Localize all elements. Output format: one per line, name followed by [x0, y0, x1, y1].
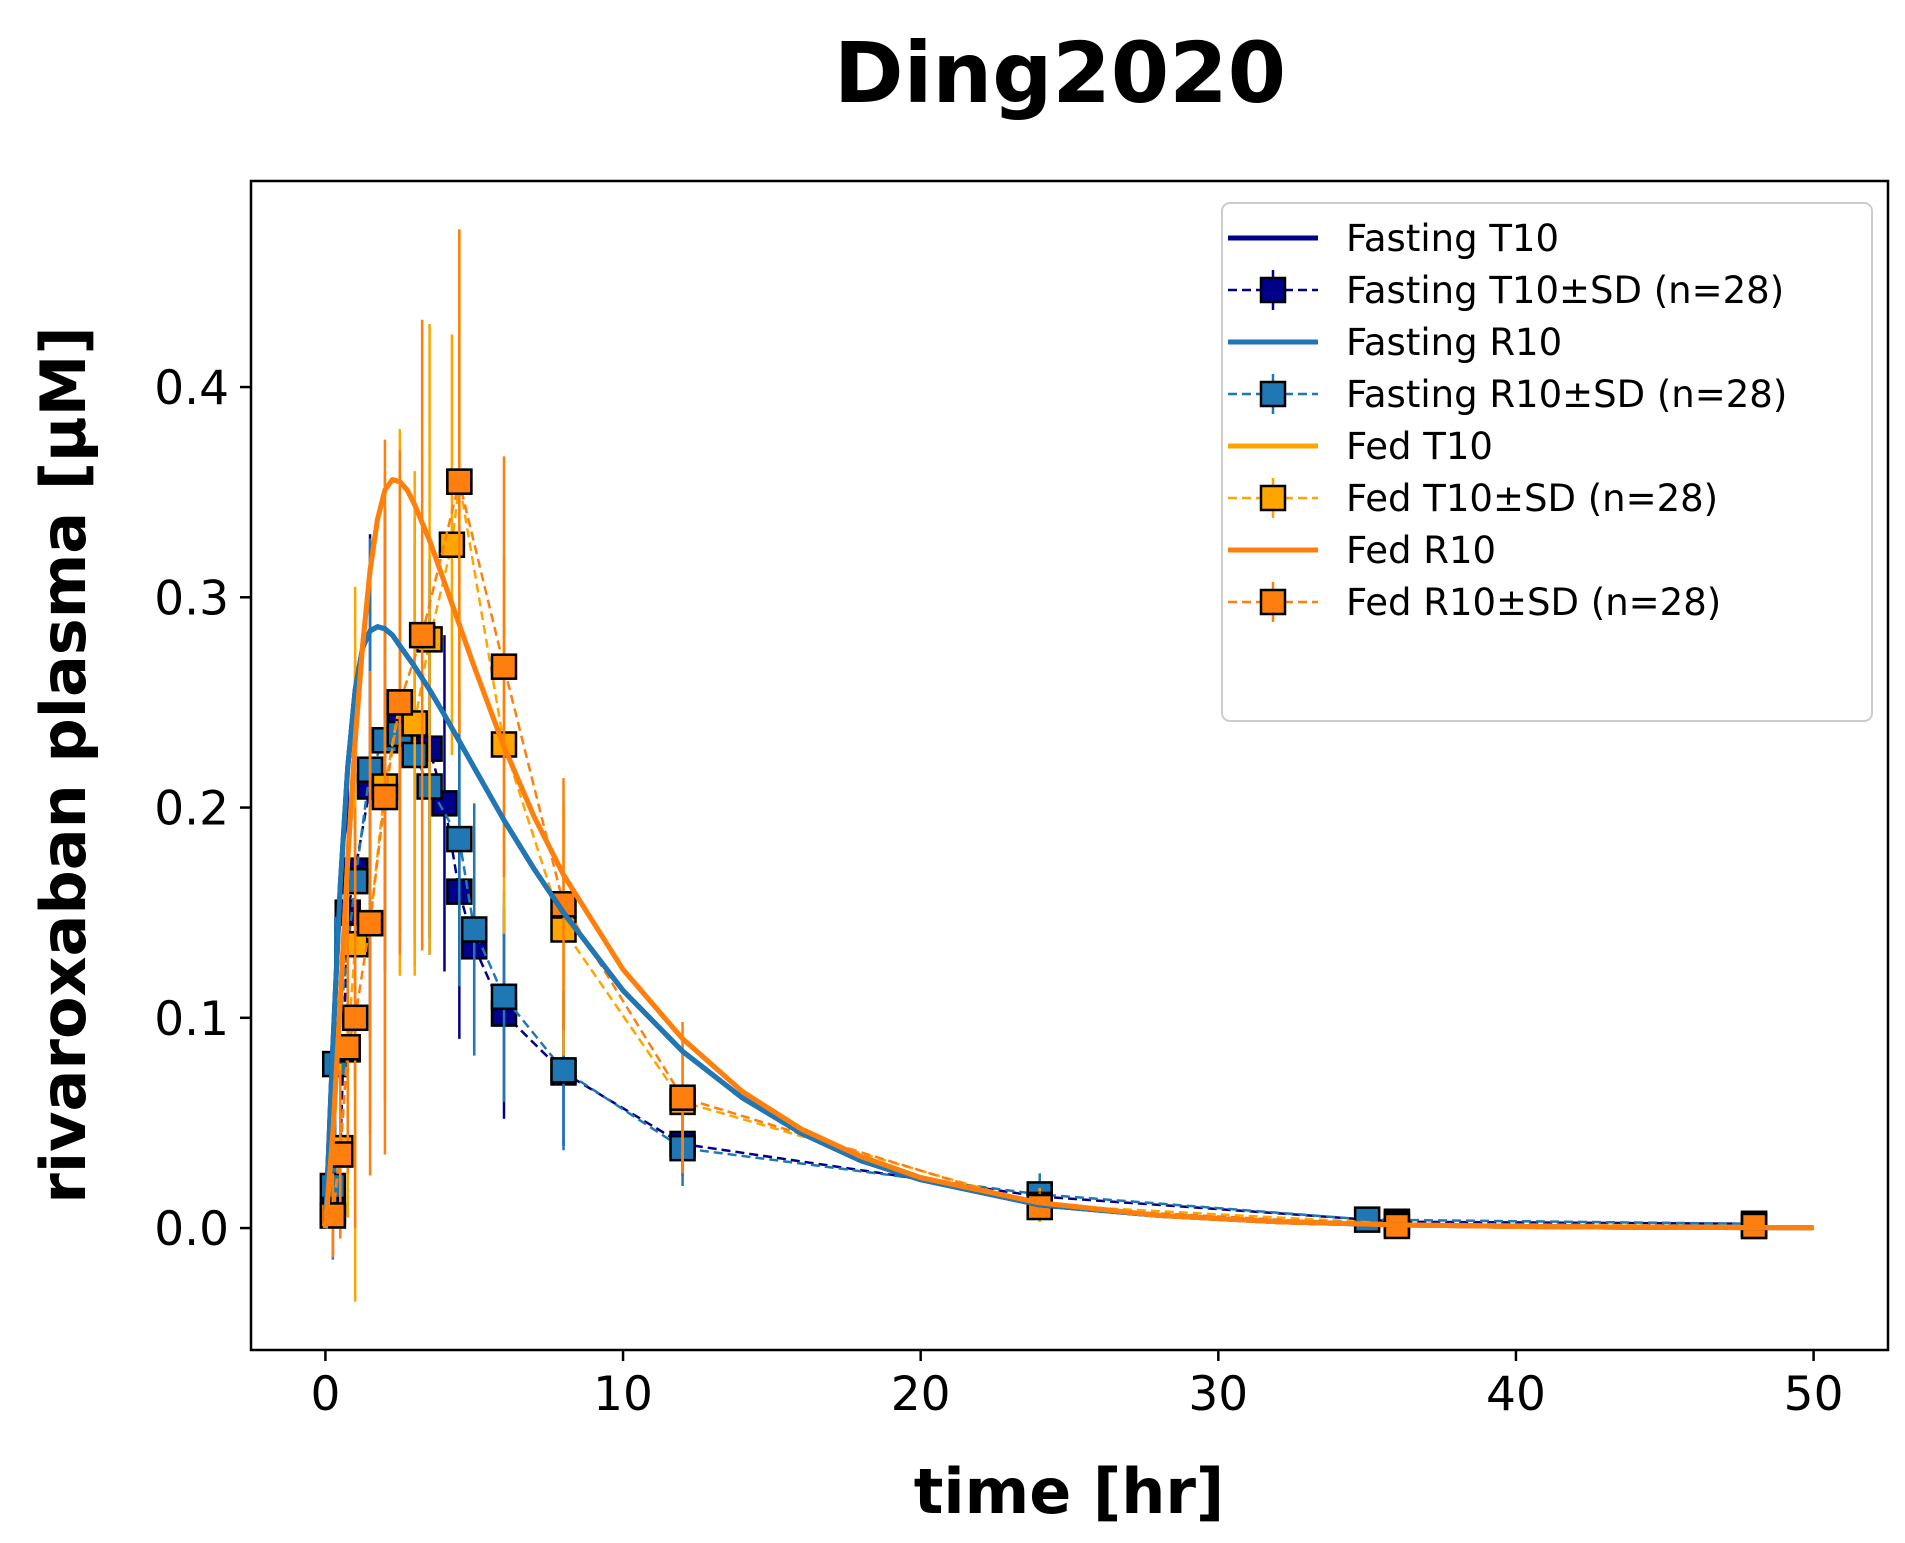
data-point-marker [371, 783, 399, 811]
legend-box [1221, 202, 1873, 722]
legend-entry: Fasting T10 [1228, 217, 1559, 260]
legend-label: Fed T10±SD (n=28) [1346, 477, 1718, 520]
legend-swatch-marker [1259, 380, 1287, 408]
x-tick-label: 10 [593, 1367, 653, 1422]
data-point-marker [490, 983, 518, 1011]
data-point-marker [446, 468, 473, 495]
x-tick-label: 0 [310, 1367, 340, 1422]
plot-area: 0 10 20 30 40 50 0.0 0.1 0.2 0.3 0.4 [154, 179, 1890, 1422]
data-point-marker [446, 825, 473, 853]
series-dashed-line [331, 721, 1755, 1226]
x-tick-label: 50 [1784, 1367, 1844, 1422]
data-point-marker [408, 621, 436, 649]
x-tick-label: 20 [891, 1367, 951, 1422]
chart-title: Ding2020 [834, 24, 1286, 122]
legend-entry: Fasting R10 [1228, 321, 1562, 364]
data-point-marker [1353, 1206, 1381, 1233]
legend-entry: Fed T10 [1228, 425, 1493, 468]
legend-label: Fed R10±SD (n=28) [1346, 581, 1721, 624]
legend-entry: Fed R10 [1228, 529, 1496, 572]
x-tick-label: 30 [1188, 1367, 1248, 1422]
data-point-marker [356, 909, 384, 937]
legend-swatch-marker [1259, 588, 1287, 616]
data-point-marker [460, 916, 488, 943]
data-point-marker [341, 1004, 369, 1032]
legend-label: Fasting R10±SD (n=28) [1346, 373, 1787, 416]
model-curve [322, 477, 1814, 1231]
axes-frame [249, 179, 1890, 1352]
legend-label: Fed R10 [1346, 529, 1496, 572]
x-axis-label: time [hr] [914, 1455, 1225, 1528]
legend-entry: Fasting R10±SD (n=28) [1228, 373, 1787, 416]
legend-swatch-marker [1259, 276, 1287, 304]
data-marks [319, 229, 1814, 1302]
data-point-marker [490, 653, 518, 680]
y-tick-label: 0.1 [154, 992, 229, 1047]
legend-label: Fed T10 [1346, 425, 1493, 468]
series-dashed-line [331, 732, 1755, 1226]
x-tick-label: 40 [1486, 1367, 1546, 1422]
legend-swatch-marker [1259, 484, 1287, 512]
legend-label: Fasting T10 [1346, 217, 1559, 260]
data-point-marker [669, 1084, 696, 1111]
legend-entry: Fasting T10±SD (n=28) [1228, 269, 1784, 312]
data-point-marker [550, 1057, 577, 1084]
legend: Fasting T10 Fasting T10±SD (n=28) Fasting … [1221, 202, 1873, 722]
data-point-marker [386, 689, 414, 716]
legend-label: Fasting R10 [1346, 321, 1562, 364]
y-axis-label: rivaroxaban plasma [µM] [27, 326, 100, 1203]
y-tick-label: 0.3 [154, 571, 229, 626]
y-tick-label: 0.0 [154, 1202, 229, 1257]
legend-entry: Fed T10±SD (n=28) [1228, 477, 1718, 520]
y-tick-label: 0.4 [154, 361, 229, 416]
y-tick-label: 0.2 [154, 782, 229, 837]
legend-label: Fasting T10±SD (n=28) [1346, 269, 1784, 312]
axis-ticks: 0 10 20 30 40 50 0.0 0.1 0.2 0.3 0.4 [154, 361, 1843, 1422]
legend-entry: Fed R10±SD (n=28) [1228, 581, 1721, 624]
